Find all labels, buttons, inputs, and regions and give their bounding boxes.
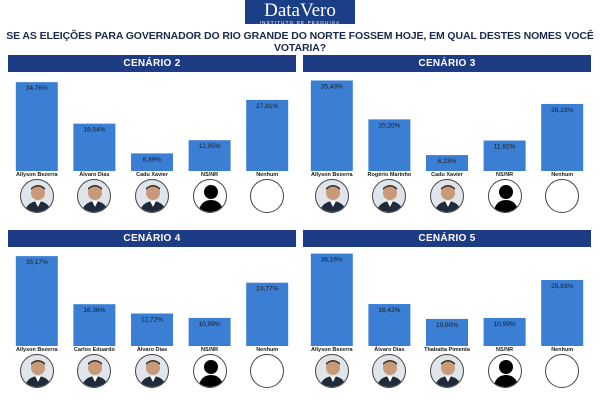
bar bbox=[483, 140, 526, 171]
category-label: Carlos Eduardo bbox=[74, 347, 116, 352]
bar bbox=[246, 282, 289, 346]
silhouette-icon bbox=[487, 179, 522, 213]
chart-panel-cenario-5: CENÁRIO 5 36,16% Allyson Bezerra 16,42% Álv… bbox=[303, 230, 591, 390]
candidate-photo bbox=[372, 179, 407, 213]
silhouette-icon bbox=[487, 354, 522, 388]
data-label: 10,99% bbox=[199, 321, 221, 328]
panel-title: CENÁRIO 4 bbox=[8, 230, 296, 247]
data-label: 6,23% bbox=[438, 158, 457, 165]
blank-avatar bbox=[545, 179, 580, 213]
bar-chart: 36,16% Allyson Bezerra 16,42% Álvaro Dias 10… bbox=[310, 253, 584, 352]
candidate-photo bbox=[77, 179, 112, 213]
chart-panel-cenario-4: CENÁRIO 4 35,17% Allyson Bezerra 16,36% Car… bbox=[8, 230, 296, 390]
bar bbox=[541, 103, 584, 171]
bar bbox=[73, 123, 116, 171]
data-label: 10,60% bbox=[436, 322, 458, 329]
data-label: 6,89% bbox=[143, 156, 162, 163]
data-label: 12,05% bbox=[199, 143, 221, 150]
survey-question: SE AS ELEIÇÕES PARA GOVERNADOR DO RIO GR… bbox=[6, 30, 594, 54]
bar bbox=[310, 80, 353, 171]
category-label: Álvaro Dias bbox=[137, 346, 167, 352]
category-label: Nenhum bbox=[551, 172, 573, 177]
category-label: Allyson Bezerra bbox=[311, 172, 354, 177]
candidate-photo bbox=[314, 354, 349, 388]
silhouette-icon bbox=[192, 354, 227, 388]
data-label: 12,72% bbox=[141, 316, 163, 323]
chart-panel-cenario-2: CENÁRIO 2 34,76% Allyson Bezerra 18,54% Álv… bbox=[8, 55, 296, 215]
candidate-photo bbox=[19, 354, 54, 388]
bar bbox=[541, 279, 584, 346]
logo-subtitle: INSTITUTO DE PESQUISA bbox=[259, 20, 341, 25]
blank-avatar bbox=[250, 179, 285, 213]
category-label: Allyson Bezerra bbox=[311, 347, 354, 352]
category-label: Cadu Xavier bbox=[431, 172, 464, 177]
bar bbox=[131, 313, 173, 346]
bar-chart: 35,43% Allyson Bezerra 20,20% Rogério Marin… bbox=[310, 80, 584, 177]
data-label: 25,83% bbox=[551, 283, 573, 290]
panel-title: CENÁRIO 5 bbox=[303, 230, 591, 247]
datavero-logo: DataVero INSTITUTO DE PESQUISA bbox=[245, 0, 355, 25]
category-label: Nenhum bbox=[256, 347, 278, 352]
data-label: 35,17% bbox=[26, 259, 48, 266]
candidate-photo bbox=[135, 354, 169, 388]
data-label: 34,76% bbox=[26, 85, 48, 92]
candidate-photo bbox=[314, 179, 349, 213]
candidate-photo bbox=[77, 354, 112, 388]
bar-chart: 35,17% Allyson Bezerra 16,36% Carlos Eduard… bbox=[15, 256, 289, 352]
data-label: 16,42% bbox=[378, 307, 400, 314]
candidate-photo bbox=[135, 179, 169, 213]
bar bbox=[131, 153, 173, 171]
data-label: 27,81% bbox=[256, 103, 278, 110]
category-label: Nenhum bbox=[551, 347, 573, 352]
bar bbox=[426, 318, 468, 346]
category-label: Nenhum bbox=[256, 172, 278, 177]
data-label: 16,36% bbox=[83, 307, 105, 314]
category-label: NS/NR bbox=[496, 347, 513, 352]
candidate-photo bbox=[372, 354, 407, 388]
category-label: NS/NR bbox=[201, 172, 218, 177]
data-label: 11,92% bbox=[494, 144, 516, 151]
bar bbox=[15, 82, 58, 171]
silhouette-icon bbox=[192, 179, 227, 213]
bar bbox=[426, 155, 468, 171]
chart-panel-cenario-3: CENÁRIO 3 35,43% Allyson Bezerra 20,20% Rog… bbox=[303, 55, 591, 215]
candidate-photo bbox=[430, 354, 464, 388]
data-label: 36,16% bbox=[321, 257, 343, 264]
data-label: 35,43% bbox=[321, 83, 343, 90]
bar bbox=[310, 253, 353, 346]
data-label: 26,23% bbox=[551, 107, 573, 114]
candidate-photo bbox=[430, 179, 464, 213]
bar bbox=[15, 256, 58, 346]
blank-avatar bbox=[545, 354, 580, 388]
bar bbox=[246, 99, 289, 171]
category-label: NS/NR bbox=[496, 172, 513, 177]
panel-title: CENÁRIO 3 bbox=[303, 55, 591, 72]
category-label: Álvaro Dias bbox=[79, 171, 109, 177]
bar bbox=[368, 119, 411, 171]
bar bbox=[188, 317, 231, 346]
candidate-photo bbox=[19, 179, 54, 213]
data-label: 10,99% bbox=[494, 321, 516, 328]
category-label: Rogério Marinho bbox=[368, 172, 412, 177]
header-bar: DataVero INSTITUTO DE PESQUISA bbox=[0, 0, 600, 25]
blank-avatar bbox=[250, 354, 285, 388]
category-label: Allyson Bezerra bbox=[16, 172, 59, 177]
bar bbox=[483, 317, 526, 346]
data-label: 24,77% bbox=[256, 286, 278, 293]
category-label: Allyson Bezerra bbox=[16, 347, 59, 352]
bar bbox=[188, 140, 231, 171]
data-label: 20,20% bbox=[378, 122, 400, 129]
category-label: Álvaro Dias bbox=[374, 346, 404, 352]
panel-title: CENÁRIO 2 bbox=[8, 55, 296, 72]
bar bbox=[73, 304, 116, 346]
bar bbox=[368, 304, 411, 346]
category-label: NS/NR bbox=[201, 347, 218, 352]
category-label: Thabatta Pimenta bbox=[424, 347, 471, 352]
bar-chart: 34,76% Allyson Bezerra 18,54% Álvaro Dias 6,… bbox=[15, 82, 289, 177]
data-label: 18,54% bbox=[83, 127, 105, 134]
logo-text: DataVero bbox=[264, 0, 336, 21]
category-label: Cadu Xavier bbox=[136, 172, 169, 177]
